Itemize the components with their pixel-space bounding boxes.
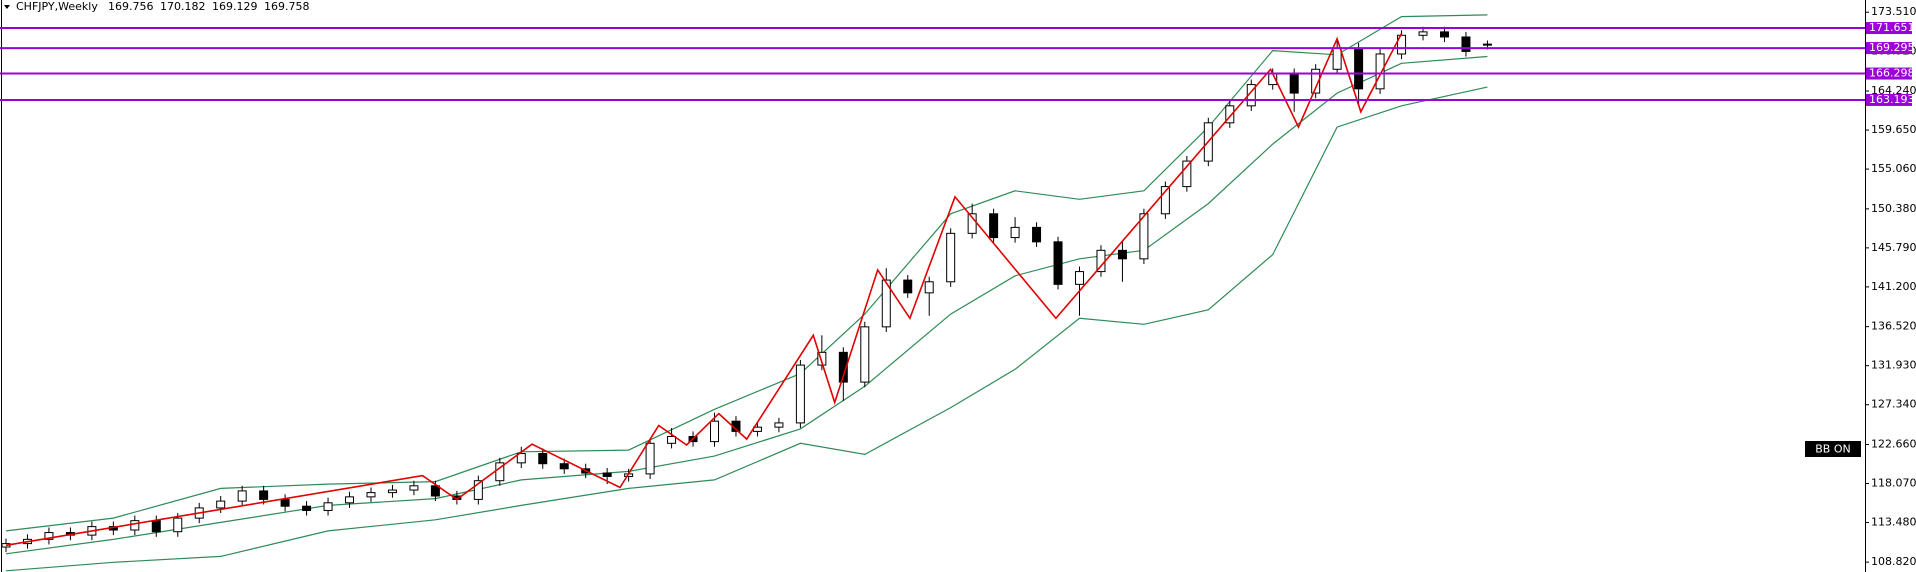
candle-body [1075,271,1084,285]
y-tick-label: 122.660 [1871,437,1916,450]
candle-body [817,351,827,366]
candle-body [538,453,548,465]
bb-button[interactable] [1805,441,1861,457]
candle-body [1397,34,1407,55]
candle-body [903,279,913,294]
ohlc-close: 169.758 [264,0,310,13]
candle-body [1375,53,1385,90]
candle-body [1182,160,1192,188]
candle-body [1354,47,1364,90]
ohlc-high: 170.182 [160,0,206,13]
y-tick-label: 173.510 [1871,5,1916,18]
candle-body [1461,36,1471,52]
candle-body [881,279,891,328]
candle-body [1332,47,1342,70]
candle-body [1418,31,1428,36]
candle-body [1117,249,1127,260]
level-label: 171.651 [1869,21,1915,34]
y-tick-label: 136.520 [1871,320,1916,333]
candle-body [559,463,569,470]
candle-body [774,422,784,428]
candle-body [409,485,419,491]
candle-body [387,489,397,494]
symbol: CHFJPY,Weekly [16,0,98,13]
candle-body [967,213,977,234]
candle-body [259,490,269,500]
y-tick-label: 113.480 [1871,516,1916,529]
candle-body [1032,226,1042,243]
candle-body [1010,226,1020,239]
candle-body [1139,213,1149,260]
level-label: 169.295 [1869,41,1915,54]
level-label-box [1866,93,1912,106]
candle-body [1053,241,1063,285]
candle-body [667,436,677,444]
bollinger-lower [5,86,1488,572]
candle-body [323,502,333,511]
candle-body [860,326,870,383]
candle-body [44,532,54,540]
level-label-box [1866,42,1912,55]
y-tick-label: 108.820 [1871,555,1916,568]
zigzag [5,33,1403,547]
y-tick-label: 145.790 [1871,241,1916,254]
candle-body [516,453,526,464]
candle-body [602,472,612,477]
y-tick-label: 155.060 [1871,162,1916,175]
candle-body [924,281,934,294]
bollinger-upper [5,14,1488,532]
y-tick-label: 131.930 [1871,359,1916,372]
header-arrow [4,5,10,9]
candle-body [838,351,848,383]
level-label-box [1866,22,1912,35]
candle-body [173,517,183,533]
candle-body [1160,186,1170,215]
candle-body [645,442,655,475]
candle-body [237,490,247,502]
candle-body [302,505,312,511]
candle-body [345,496,355,504]
candle-body [946,232,956,283]
candle-body [1225,105,1235,124]
candle-body [366,492,376,498]
candle-body [710,420,720,443]
candle-body [1311,68,1321,94]
candle-body [989,213,999,239]
level-label: 166.298 [1869,67,1915,80]
header: CHFJPY,Weekly 169.756 170.182 169.129 16… [16,0,310,13]
y-tick-label: 118.070 [1871,477,1916,490]
candle-body [430,485,440,497]
y-tick-label: 141.200 [1871,280,1916,293]
y-tick-label: 127.340 [1871,398,1916,411]
candle-body [473,480,483,500]
candle-body [216,500,226,509]
level-label-box [1866,67,1912,80]
candle-body [151,520,161,533]
y-tick-label: 164.240 [1871,84,1916,97]
candle-body [130,520,140,531]
ohlc-open: 169.756 [108,0,154,13]
bb-button-label[interactable]: BB ON [1815,443,1850,456]
candle-body [1289,73,1299,94]
candle-body [280,498,290,507]
candle-body [1439,31,1449,38]
candle-body [1482,43,1492,46]
ohlc-low: 169.129 [212,0,258,13]
y-tick-label: 159.650 [1871,123,1916,136]
candle-body [795,364,805,424]
level-label: 163.193 [1869,93,1915,106]
y-tick-label: 150.380 [1871,202,1916,215]
